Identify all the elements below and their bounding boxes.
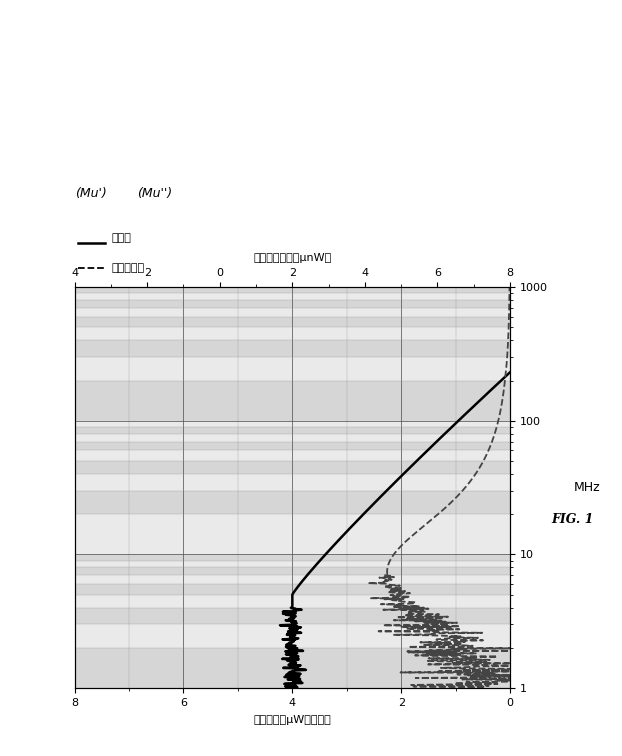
X-axis label: 磁導率（，μW）察磁率: 磁導率（，μW）察磁率 xyxy=(254,714,331,725)
Bar xyxy=(75,608,510,624)
Text: (Mu'): (Mu') xyxy=(75,187,106,200)
Bar xyxy=(75,514,510,554)
Bar xyxy=(75,442,510,451)
Bar xyxy=(75,427,510,434)
Bar xyxy=(75,357,510,380)
X-axis label: 磁性派生系数（μnW）: 磁性派生系数（μnW） xyxy=(253,253,332,262)
Bar xyxy=(75,554,510,560)
Bar xyxy=(75,624,510,648)
Text: 派磁率: 派磁率 xyxy=(112,233,132,243)
Bar xyxy=(75,300,510,308)
Bar xyxy=(75,340,510,357)
Bar xyxy=(75,461,510,474)
Bar xyxy=(75,567,510,575)
Text: FIG. 1: FIG. 1 xyxy=(551,513,593,526)
Bar xyxy=(75,308,510,317)
Bar xyxy=(75,317,510,327)
Text: (Mu''): (Mu'') xyxy=(137,187,172,200)
Bar xyxy=(75,451,510,461)
Bar xyxy=(75,327,510,340)
Bar xyxy=(75,434,510,442)
Bar xyxy=(75,380,510,421)
Bar xyxy=(75,595,510,608)
Bar xyxy=(75,575,510,584)
Bar xyxy=(75,584,510,595)
Bar xyxy=(75,648,510,688)
Bar xyxy=(75,421,510,427)
Text: 漏磁率係数: 漏磁率係数 xyxy=(112,263,145,274)
Y-axis label: MHz: MHz xyxy=(573,481,600,494)
Bar xyxy=(75,560,510,567)
Bar xyxy=(75,293,510,300)
Bar xyxy=(75,491,510,514)
Bar xyxy=(75,474,510,491)
Bar xyxy=(75,287,510,293)
